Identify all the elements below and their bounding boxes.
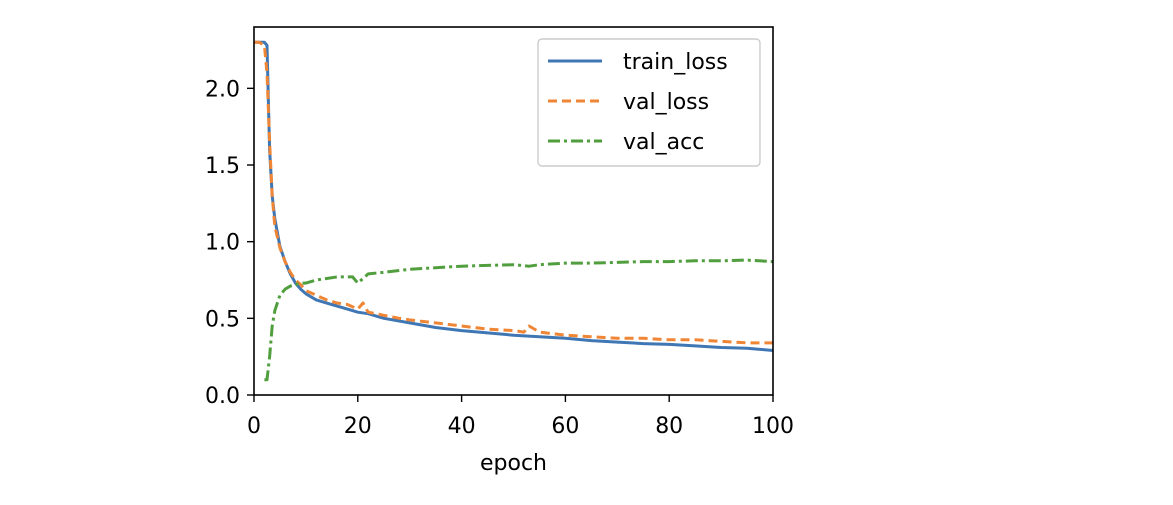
legend: train_loss val_loss val_acc xyxy=(537,38,761,167)
y-tick-label: 2.0 xyxy=(205,77,240,102)
plot-frame xyxy=(253,26,774,396)
x-tick-label: 20 xyxy=(344,414,372,439)
x-axis: 0 20 40 60 80 100 xyxy=(247,395,794,439)
series-line-train_loss xyxy=(254,40,774,352)
series-line-val_loss xyxy=(254,40,773,345)
x-tick-label: 60 xyxy=(551,414,579,439)
x-tick-label: 0 xyxy=(247,414,261,439)
series-line-val_acc xyxy=(264,258,774,382)
y-tick-label: 0.0 xyxy=(205,384,240,409)
x-tick-label: 40 xyxy=(448,414,476,439)
y-tick-label: 0.5 xyxy=(205,307,240,332)
x-axis-title: epoch xyxy=(480,451,547,476)
y-tick-label: 1.0 xyxy=(205,231,240,256)
y-tick-label: 1.5 xyxy=(205,154,240,179)
legend-label-train_loss: train_loss xyxy=(623,50,728,75)
legend-label-val_loss: val_loss xyxy=(623,90,709,115)
x-tick-label: 100 xyxy=(752,414,794,439)
x-tick-label: 80 xyxy=(655,414,683,439)
legend-box xyxy=(537,38,761,167)
legend-label-val_acc: val_acc xyxy=(623,130,704,155)
y-axis: 0.0 0.5 1.0 1.5 2.0 xyxy=(205,77,254,409)
series-layer xyxy=(254,40,774,382)
